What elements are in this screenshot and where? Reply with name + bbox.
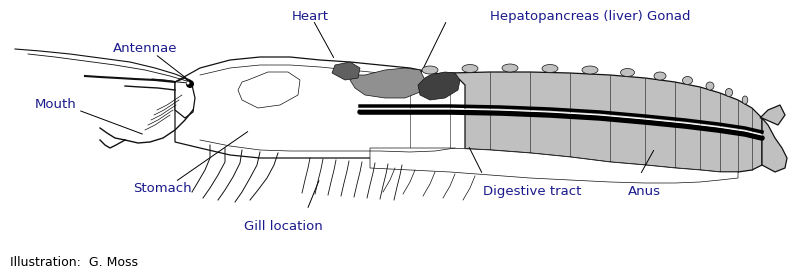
Polygon shape — [418, 72, 460, 100]
Polygon shape — [760, 105, 785, 125]
Polygon shape — [370, 72, 762, 172]
Ellipse shape — [706, 82, 714, 90]
Text: Heart: Heart — [291, 10, 329, 23]
Text: Illustration:  G. Moss: Illustration: G. Moss — [10, 255, 138, 268]
Ellipse shape — [654, 72, 666, 80]
Ellipse shape — [725, 89, 732, 97]
Ellipse shape — [542, 65, 558, 73]
Text: Digestive tract: Digestive tract — [483, 185, 581, 198]
Ellipse shape — [186, 80, 194, 88]
Ellipse shape — [422, 66, 438, 74]
Text: Gill location: Gill location — [244, 220, 322, 233]
Ellipse shape — [742, 96, 747, 104]
Text: Antennae: Antennae — [113, 42, 178, 54]
Ellipse shape — [621, 68, 634, 76]
Polygon shape — [762, 118, 787, 172]
Ellipse shape — [582, 66, 598, 74]
Ellipse shape — [682, 76, 693, 84]
Polygon shape — [350, 68, 425, 98]
Polygon shape — [175, 57, 465, 158]
Polygon shape — [332, 62, 360, 80]
Text: Hepatopancreas (liver) Gonad: Hepatopancreas (liver) Gonad — [490, 10, 690, 23]
Polygon shape — [370, 148, 738, 183]
Polygon shape — [175, 78, 195, 118]
Ellipse shape — [462, 65, 478, 73]
Ellipse shape — [502, 64, 518, 72]
Text: Stomach: Stomach — [133, 182, 192, 194]
Ellipse shape — [186, 81, 189, 84]
Text: Mouth: Mouth — [35, 98, 76, 111]
Text: Anus: Anus — [628, 185, 661, 198]
Polygon shape — [238, 72, 300, 108]
